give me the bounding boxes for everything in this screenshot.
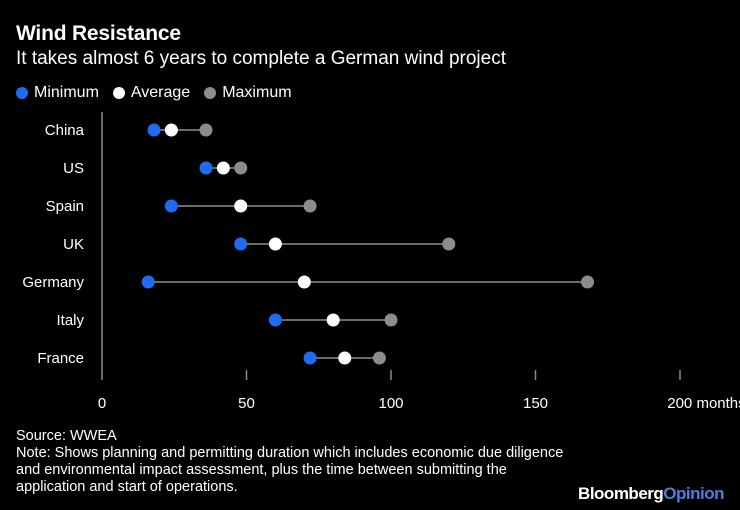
maximum-point	[384, 313, 398, 327]
legend-item-maximum: Maximum	[204, 84, 292, 102]
note-text: Note: Shows planning and permitting dura…	[16, 445, 564, 495]
category-label: Germany	[22, 274, 84, 291]
minimum-point	[164, 199, 178, 213]
average-point	[326, 313, 340, 327]
category-label: US	[63, 160, 84, 177]
minimum-point	[268, 313, 282, 327]
average-point	[164, 123, 178, 137]
legend-label-average: Average	[130, 84, 191, 101]
minimum-point	[141, 275, 155, 289]
chart-title: Wind Resistance	[16, 22, 181, 45]
logo-main: Bloomberg	[578, 484, 664, 503]
average-point	[216, 161, 230, 175]
maximum-point	[199, 123, 213, 137]
minimum-point	[147, 123, 161, 137]
source-text: Source: WWEA	[16, 428, 117, 444]
category-label: France	[37, 350, 84, 367]
average-point	[338, 351, 352, 365]
x-tick-label: 100	[378, 395, 403, 412]
minimum-point	[303, 351, 317, 365]
legend-item-minimum: Minimum	[16, 84, 99, 102]
average-point	[297, 275, 311, 289]
minimum-point	[234, 237, 248, 251]
legend-dot-maximum	[204, 87, 217, 99]
category-label: Spain	[46, 198, 84, 215]
x-tick-label: 150	[523, 395, 548, 412]
logo-accent: Opinion	[663, 484, 724, 503]
chart-subtitle: It takes almost 6 years to complete a Ge…	[16, 48, 506, 69]
x-tick-label: 0	[98, 395, 106, 412]
maximum-point	[234, 161, 248, 175]
x-tick-label: 50	[238, 395, 255, 412]
average-point	[268, 237, 282, 251]
legend-dot-average	[112, 87, 125, 99]
minimum-point	[199, 161, 213, 175]
maximum-point	[581, 275, 595, 289]
legend-dot-minimum	[16, 87, 28, 99]
legend-label-minimum: Minimum	[34, 84, 99, 101]
average-point	[234, 199, 248, 213]
maximum-point	[303, 199, 317, 213]
footnote: Source: WWEA Note: Shows planning and pe…	[16, 428, 576, 496]
category-label: Italy	[56, 312, 84, 329]
category-label: China	[45, 122, 85, 139]
maximum-point	[442, 237, 456, 251]
maximum-point	[372, 351, 386, 365]
dot-range-chart: 0 50 100 150 200 months China US Spain UK Germany…	[22, 112, 740, 412]
category-label: UK	[63, 236, 84, 253]
legend-label-maximum: Maximum	[222, 84, 292, 101]
legend: Minimum Average Maximum	[16, 84, 306, 102]
legend-item-average: Average	[112, 84, 191, 102]
x-tick-label: 200 months	[667, 395, 740, 412]
bloomberg-opinion-logo: BloombergOpinion	[578, 484, 724, 504]
